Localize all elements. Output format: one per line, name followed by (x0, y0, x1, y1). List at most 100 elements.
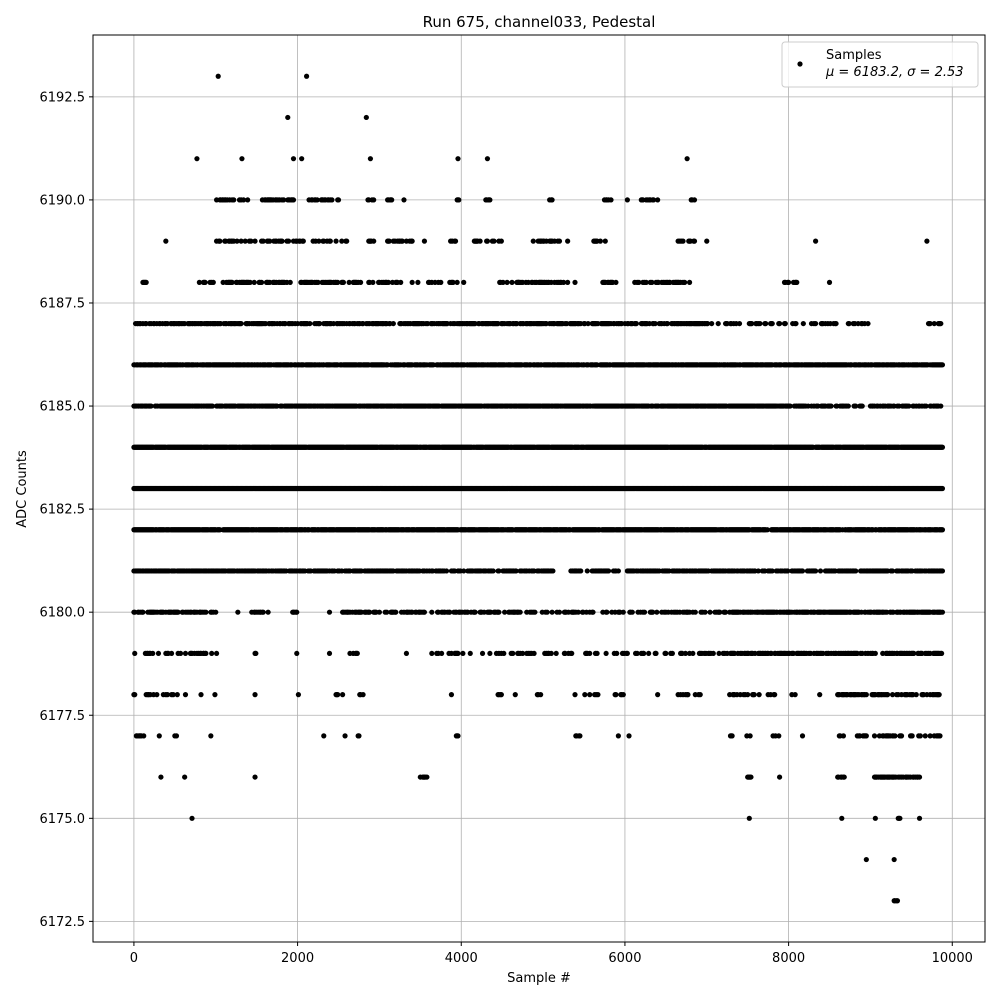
data-point (620, 692, 626, 698)
data-point (654, 609, 660, 615)
data-point (669, 650, 675, 657)
data-point (587, 650, 593, 657)
data-point (641, 609, 648, 615)
data-point (455, 650, 461, 657)
data-point (582, 692, 588, 698)
data-point (132, 650, 138, 657)
data-point (799, 733, 806, 739)
data-point (629, 609, 635, 615)
data-point (936, 692, 942, 698)
data-point (939, 444, 946, 450)
data-point (913, 692, 919, 698)
data-point (253, 650, 259, 657)
data-point (922, 733, 928, 739)
data-point (702, 609, 708, 615)
data-point (553, 650, 559, 657)
data-point (745, 692, 751, 698)
data-point (393, 609, 399, 615)
data-point (650, 609, 656, 615)
data-point (556, 609, 563, 615)
data-point (213, 609, 219, 615)
data-point (252, 774, 258, 780)
data-point (697, 692, 703, 698)
data-point (498, 692, 504, 698)
data-point (604, 609, 610, 615)
data-point (939, 650, 945, 657)
data-point (584, 568, 590, 574)
data-points (131, 73, 946, 904)
data-point (894, 898, 901, 904)
data-point (502, 609, 508, 615)
data-point (203, 650, 209, 657)
data-point (751, 692, 757, 698)
data-point (872, 815, 878, 821)
data-point (939, 527, 946, 533)
data-point (863, 856, 869, 863)
data-point (653, 650, 659, 657)
data-point (141, 733, 147, 739)
data-point (605, 568, 612, 574)
data-point (198, 692, 204, 698)
data-point (641, 650, 647, 657)
data-point (722, 609, 729, 615)
data-point (916, 815, 923, 821)
data-point (710, 650, 716, 657)
data-point (572, 692, 578, 698)
data-point (569, 650, 575, 657)
data-point (634, 650, 640, 657)
chart-title: Run 675, channel033, Pedestal (423, 13, 656, 31)
data-point (447, 609, 453, 615)
data-point (729, 733, 735, 739)
data-point (158, 774, 164, 780)
data-point (927, 733, 933, 739)
data-point (716, 650, 722, 657)
data-point (594, 650, 600, 657)
data-point (208, 733, 214, 739)
data-point (439, 650, 445, 657)
data-point (455, 733, 461, 739)
data-point (939, 568, 946, 574)
data-point (235, 609, 241, 615)
data-point (748, 774, 754, 780)
data-point (603, 650, 609, 657)
data-point (501, 650, 507, 657)
data-point (772, 692, 778, 698)
data-point (615, 733, 621, 739)
data-point (769, 568, 775, 574)
data-point (154, 692, 160, 698)
data-point (939, 485, 946, 492)
data-point (326, 650, 333, 657)
data-point (443, 568, 450, 574)
data-point (626, 733, 632, 739)
data-point (549, 609, 555, 615)
data-point (496, 609, 502, 615)
data-point (294, 609, 300, 615)
data-point (354, 650, 360, 657)
data-point (889, 692, 896, 698)
data-point (746, 815, 752, 821)
data-point (538, 692, 544, 698)
data-point (177, 650, 184, 657)
data-point (839, 815, 845, 821)
data-point (840, 733, 847, 739)
data-point (575, 609, 581, 615)
data-point (182, 774, 188, 780)
data-point (685, 692, 691, 698)
data-point (785, 568, 791, 574)
data-point (764, 527, 770, 533)
data-point (817, 568, 824, 574)
data-point (513, 568, 519, 574)
data-point (776, 774, 783, 780)
data-point (335, 692, 341, 698)
data-point (578, 568, 584, 574)
data-point (429, 609, 435, 615)
data-point (799, 568, 806, 574)
data-point (424, 774, 430, 780)
data-point (170, 692, 176, 698)
data-point (863, 692, 869, 698)
data-point (620, 609, 626, 615)
data-point (909, 733, 915, 739)
data-point (479, 650, 486, 657)
data-point (155, 650, 162, 657)
